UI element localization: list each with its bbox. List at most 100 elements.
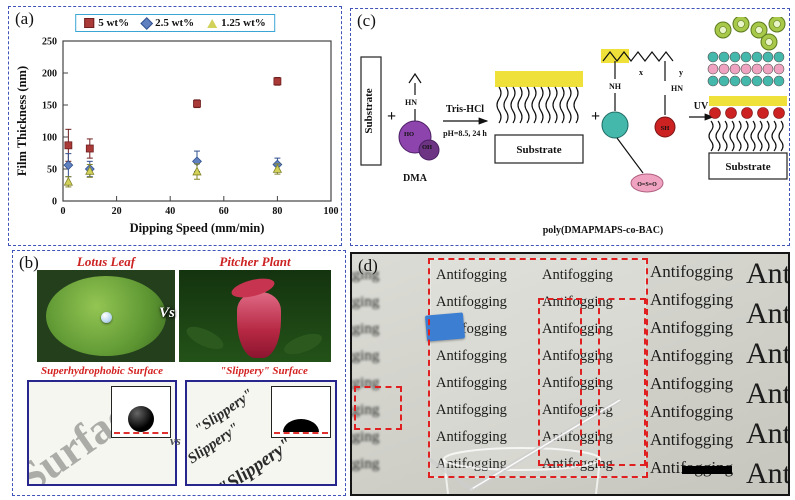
antifog-word: Antifogging bbox=[542, 375, 613, 391]
data-point bbox=[63, 160, 74, 171]
antifog-word: Antifogging bbox=[650, 290, 734, 309]
data-point bbox=[85, 165, 95, 175]
antifog-word: Antifogging bbox=[650, 430, 734, 449]
catechol-blob bbox=[418, 139, 440, 161]
leaf-graphic bbox=[183, 322, 227, 354]
plus-sign: + bbox=[387, 108, 396, 125]
antifog-word: Antifogging bbox=[746, 377, 788, 410]
panel-d-label: (d) bbox=[358, 256, 378, 275]
water-droplet bbox=[101, 312, 112, 323]
antifog-word: Antifogging bbox=[746, 457, 788, 490]
data-point bbox=[63, 176, 74, 186]
y-axis-label: Film Thickness (nm) bbox=[15, 66, 29, 176]
data-point bbox=[64, 141, 73, 150]
x-tick-label: 60 bbox=[219, 206, 229, 217]
panel-a-label: (a) bbox=[15, 9, 34, 28]
x-tick-label: 40 bbox=[165, 206, 175, 217]
vinyl-bond bbox=[408, 72, 422, 84]
polymer-brushes bbox=[496, 86, 579, 124]
lotus-leaf-title: Lotus Leaf bbox=[76, 254, 136, 269]
vs-small-label: vs bbox=[170, 433, 181, 448]
thiol-group bbox=[654, 116, 676, 138]
oso-label: O=S=O bbox=[637, 182, 657, 188]
spherical-droplet bbox=[128, 406, 154, 432]
substrate-block bbox=[360, 56, 382, 166]
oh-label: OH bbox=[422, 144, 432, 151]
panel-c: (c) Substrate + HN HO OH DMA Tris-HCl bbox=[350, 8, 790, 246]
data-point bbox=[192, 166, 202, 176]
zoom-region-outline bbox=[598, 298, 646, 466]
panel-d: Antifogging Antifogging Antifogging Antifog… bbox=[350, 252, 790, 496]
backbone-highlight bbox=[601, 49, 629, 63]
antifog-word: Antifogging bbox=[352, 456, 380, 472]
antifog-word: Antifogging bbox=[352, 294, 380, 310]
tris-label: Tris-HCl bbox=[446, 104, 484, 115]
flat-droplet bbox=[283, 419, 319, 432]
x-tick-label: 100 bbox=[324, 206, 339, 217]
x-axis-label: Dipping Speed (mm/min) bbox=[130, 221, 265, 235]
contact-line bbox=[114, 432, 168, 434]
legend-label: 2.5 wt% bbox=[155, 17, 195, 29]
y-tick-label: 250 bbox=[42, 37, 57, 48]
x-tick-label: 0 bbox=[61, 206, 66, 217]
antifog-word: Antifogging bbox=[352, 402, 380, 418]
contact-angle-inset bbox=[111, 386, 171, 438]
substrate-label: Substrate bbox=[725, 161, 770, 173]
hn-label: HN bbox=[405, 98, 417, 107]
plus-sign: + bbox=[591, 108, 600, 125]
vs-label: Vs bbox=[159, 305, 175, 321]
bond bbox=[616, 137, 644, 174]
chart-legend: 5 wt% 2.5 wt% 1.25 wt% bbox=[75, 14, 275, 32]
substrate-label: Substrate bbox=[363, 88, 375, 133]
nh-label: NH bbox=[609, 82, 622, 91]
substrate-block bbox=[494, 134, 584, 164]
panel-b-label: (b) bbox=[19, 253, 39, 272]
ho-label: HO bbox=[404, 131, 414, 138]
legend-label: 1.25 wt% bbox=[221, 17, 266, 29]
antifog-word: Antifogging bbox=[352, 429, 380, 445]
zoom-region-outline bbox=[538, 298, 582, 466]
fog-column-blurred: Antifogging Antifogging Antifogging Antifog… bbox=[352, 262, 424, 478]
y-tick-label: 50 bbox=[47, 165, 57, 176]
y-tick-label: 200 bbox=[42, 69, 57, 80]
slippery-caption: "Slippery" Surface bbox=[220, 365, 308, 377]
triangle-marker-icon bbox=[207, 18, 218, 28]
ammonium-group bbox=[601, 111, 629, 139]
antifog-word: Antifogging bbox=[650, 346, 734, 365]
antifog-word: Antifogging bbox=[746, 257, 788, 290]
antifog-word: Antifogging bbox=[352, 267, 380, 283]
zoom-region-outline bbox=[354, 386, 402, 430]
ph-label: pH=8.5, 24 h bbox=[443, 129, 487, 138]
panel-b: (b) Lotus Leaf Pitcher Plant Vs Superhyd… bbox=[12, 250, 346, 496]
virus-particles bbox=[714, 17, 786, 51]
sulfonate-group bbox=[630, 173, 664, 193]
antifog-word: Antifogging bbox=[436, 294, 507, 310]
antifog-word: Antifogging bbox=[650, 374, 734, 393]
data-point bbox=[272, 163, 283, 173]
slippery-photo: "Slippery" "Slippery" "Slippery" bbox=[185, 380, 337, 486]
panel-c-label: (c) bbox=[357, 11, 376, 30]
pitcher-plant-title: Pitcher Plant bbox=[219, 254, 291, 269]
antifog-word: Antifogging bbox=[542, 267, 613, 283]
fog-column: Antifogging Antifogging Antifogging Antifog… bbox=[650, 258, 733, 482]
superhydrophobic-caption: Superhydrophobic Surface bbox=[41, 365, 163, 377]
hn2-label: HN bbox=[671, 84, 683, 93]
chart-plot-area: 0 20 40 60 80 100 0 50 100 150 200 250 bbox=[42, 37, 339, 218]
dma-label: DMA bbox=[403, 173, 428, 184]
data-point bbox=[273, 77, 282, 86]
antifog-word: Antifogging bbox=[542, 321, 613, 337]
brush-heads-highlight bbox=[495, 71, 583, 87]
contact-line bbox=[274, 432, 328, 434]
substrate-label: Substrate bbox=[516, 144, 561, 156]
brush-heads-highlight bbox=[709, 96, 787, 106]
pitcher-plant-photo bbox=[179, 270, 331, 362]
x-tick-label: 20 bbox=[112, 206, 122, 217]
antifog-word: Antifogging bbox=[650, 318, 734, 337]
antifog-word: Antifogging bbox=[542, 348, 613, 364]
superhydrophobic-photo: Surface bbox=[27, 380, 177, 486]
antifog-word: Antifogging bbox=[650, 402, 734, 421]
leaf-graphic bbox=[281, 329, 325, 359]
data-point bbox=[85, 144, 94, 153]
polymer-backbone bbox=[602, 51, 674, 62]
x-tick-label: 80 bbox=[272, 206, 282, 217]
